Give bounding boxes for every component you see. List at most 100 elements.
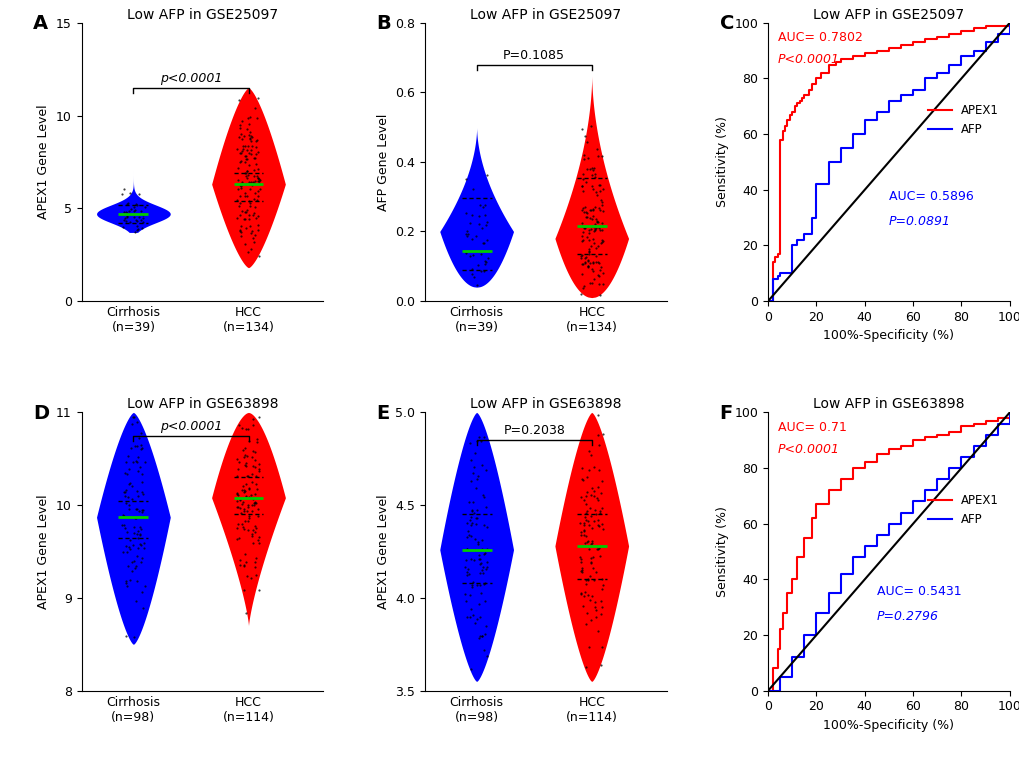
Point [574,282,590,294]
Point [135,504,151,516]
Point [479,650,495,662]
Point [133,505,150,518]
Point [115,519,131,531]
Point [464,578,480,591]
Point [591,224,607,236]
Point [132,205,149,217]
Point [588,508,604,520]
Point [580,515,596,528]
Point [466,271,482,283]
Point [237,449,254,461]
Point [587,256,603,268]
Point [121,205,138,217]
Point [243,127,259,139]
Point [594,217,610,229]
Point [593,641,609,653]
Point [231,494,248,506]
Point [587,250,603,262]
Point [579,260,595,272]
Point [577,578,593,591]
Point [591,550,607,562]
Point [462,250,478,263]
Point [246,170,262,182]
Point [243,242,259,254]
Point [135,511,151,523]
Point [588,222,604,234]
Point [125,411,142,423]
Text: P=0.2038: P=0.2038 [502,424,565,437]
Point [590,278,606,290]
Point [592,204,608,216]
Title: Low AFP in GSE25097: Low AFP in GSE25097 [126,8,278,21]
Point [467,534,483,546]
Point [132,427,149,439]
Point [460,228,476,241]
Point [589,492,605,504]
Point [246,207,262,219]
Point [235,505,252,518]
Point [580,589,596,601]
Point [132,521,149,533]
Point [229,487,246,499]
Point [229,470,246,482]
Point [128,197,145,209]
Point [579,231,595,243]
Text: C: C [719,14,734,33]
Point [235,131,252,143]
Point [577,251,593,263]
Point [593,199,609,211]
Point [238,122,255,134]
Point [475,265,491,277]
X-axis label: 100%-Specificity (%): 100%-Specificity (%) [822,719,954,732]
Point [580,446,596,458]
Point [129,502,146,515]
Point [232,230,249,242]
Point [249,112,265,124]
Point [236,442,253,454]
Point [236,459,253,471]
Point [574,248,590,260]
Point [119,198,136,210]
Point [578,505,594,517]
Point [593,487,609,499]
Point [574,179,590,191]
Point [464,518,480,530]
Point [125,411,142,424]
Point [459,563,475,575]
Point [251,173,267,185]
Point [581,163,597,175]
Point [240,434,257,446]
Point [249,483,265,496]
Point [465,249,481,261]
Point [581,245,597,257]
Point [251,458,267,470]
Point [583,277,599,289]
Y-axis label: Sensitivity (%): Sensitivity (%) [715,116,729,207]
Point [587,218,603,230]
Point [120,491,137,503]
Point [583,614,599,626]
Point [127,595,144,607]
Point [574,230,590,242]
Point [577,130,593,142]
Point [114,509,130,521]
Point [476,237,492,249]
Point [247,228,263,241]
Point [582,241,598,253]
Point [462,514,478,526]
Point [579,536,595,548]
Point [229,212,246,224]
Point [229,495,246,507]
Point [592,507,608,519]
Point [575,203,591,215]
Point [121,503,138,515]
Point [121,477,138,489]
Point [244,140,260,153]
Point [577,252,593,264]
Point [120,499,137,511]
Point [473,248,489,260]
Point [474,630,490,642]
Point [240,512,257,524]
Point [232,506,249,518]
Point [583,482,599,494]
